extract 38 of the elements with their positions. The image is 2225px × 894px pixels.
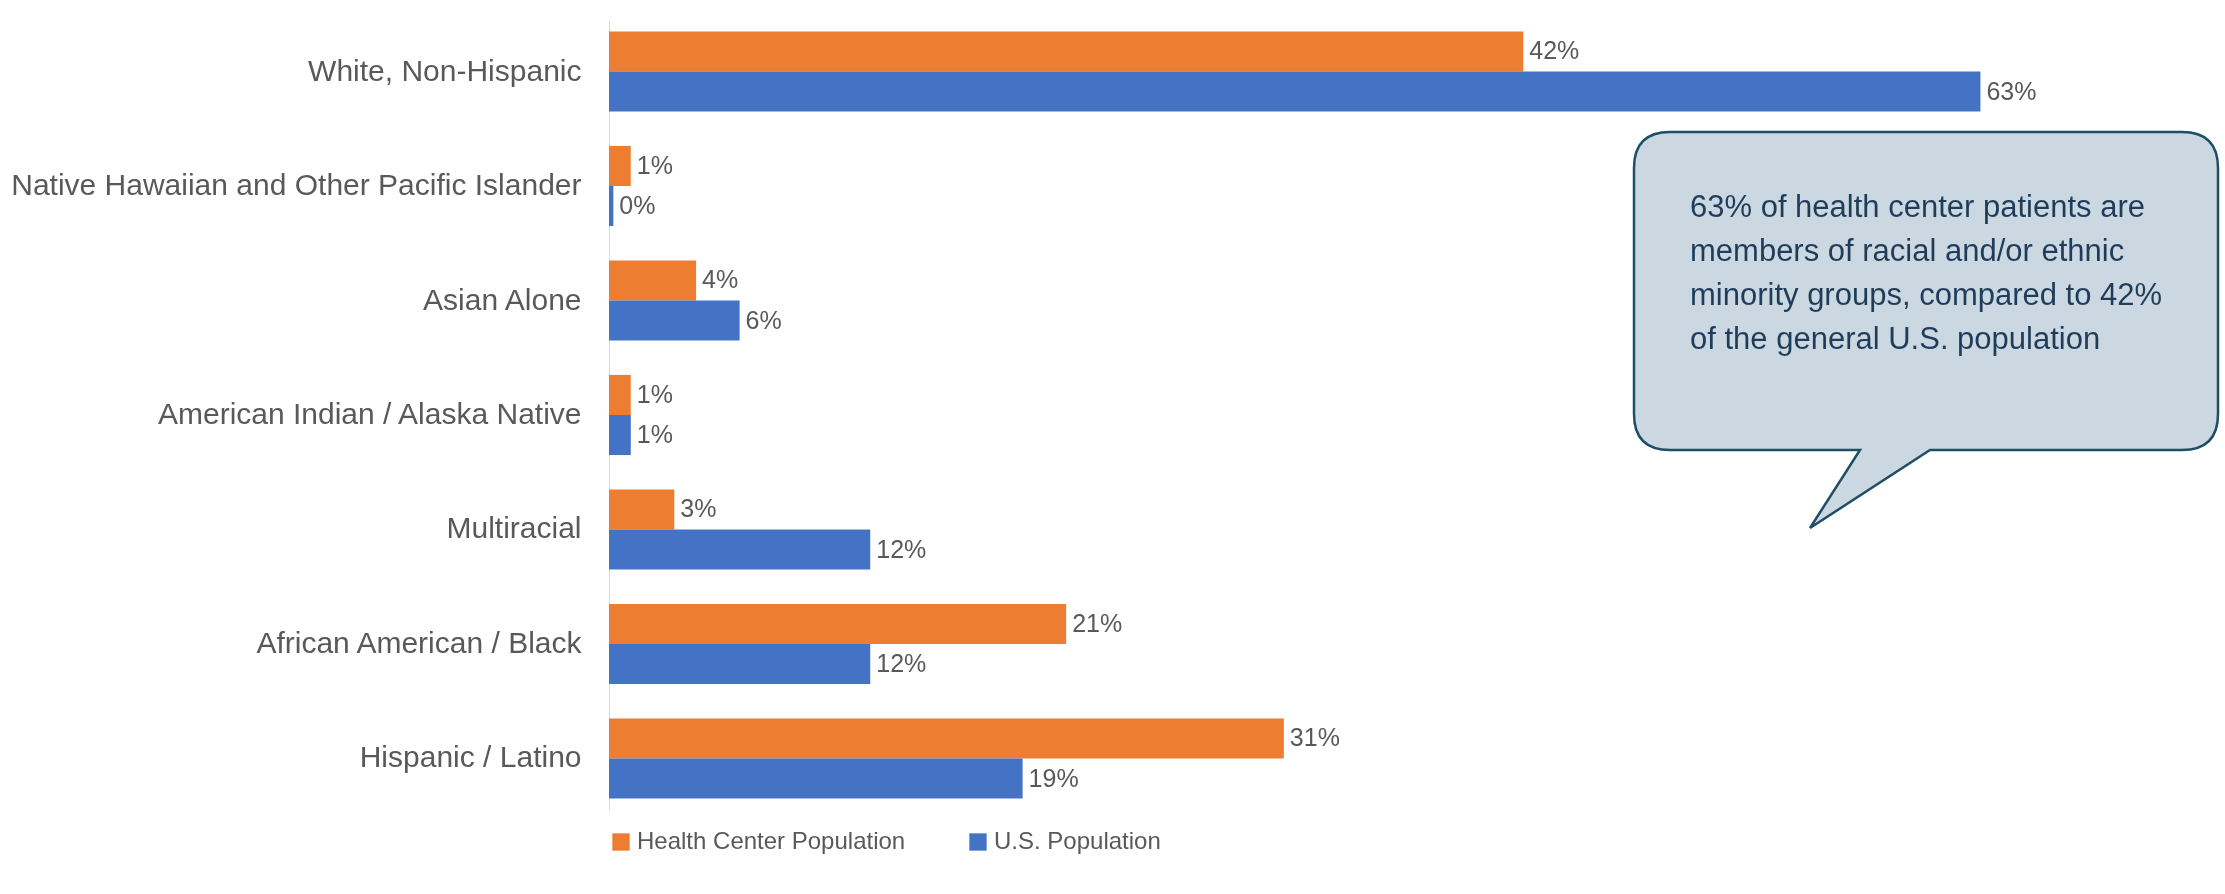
data-label: 6%: [745, 305, 782, 334]
bar: [609, 415, 631, 456]
bar: [609, 603, 1067, 644]
data-label: 42%: [1529, 36, 1580, 65]
bar: [609, 374, 631, 415]
data-label: 0%: [619, 191, 656, 220]
data-label: 12%: [876, 534, 927, 563]
data-label: 21%: [1072, 608, 1123, 637]
bar: [609, 529, 871, 570]
bar: [609, 643, 871, 685]
data-label: 4%: [702, 265, 739, 294]
data-label: 31%: [1289, 723, 1340, 752]
bar: [609, 489, 675, 530]
data-label: 1%: [636, 420, 673, 449]
bar: [609, 186, 614, 227]
data-label: 1%: [636, 150, 673, 179]
data-label: 1%: [636, 379, 673, 408]
data-label: 12%: [876, 649, 927, 678]
y-tick-label: American Indian / Alaska Native: [157, 397, 582, 430]
y-tick-label: Multiracial: [446, 511, 582, 545]
bar: [609, 758, 1023, 799]
data-label: 3%: [680, 494, 717, 523]
bar: [609, 300, 740, 341]
y-tick-label: Asian Alone: [423, 282, 582, 316]
data-label: 63%: [1986, 76, 2037, 105]
bar: [609, 71, 1981, 112]
y-tick-label: African American / Black: [256, 625, 583, 659]
data-label: 19%: [1028, 763, 1079, 792]
y-tick-label: Native Hawaiian and Other Pacific Islander: [11, 168, 582, 202]
legend-label: U.S. Population: [994, 827, 1161, 854]
bar: [609, 260, 697, 301]
bar: [609, 31, 1524, 72]
y-tick-label: White, Non-Hispanic: [308, 53, 582, 87]
bar: [609, 145, 631, 187]
y-tick-label: Hispanic / Latino: [359, 740, 582, 774]
annotation: 63% of health center patients are members of racial and/or ethnic minority groups, compared to 42% of the general U.S. population: [1690, 188, 2164, 358]
legend-label: Health Center Population: [637, 827, 906, 854]
bar: [609, 718, 1284, 759]
